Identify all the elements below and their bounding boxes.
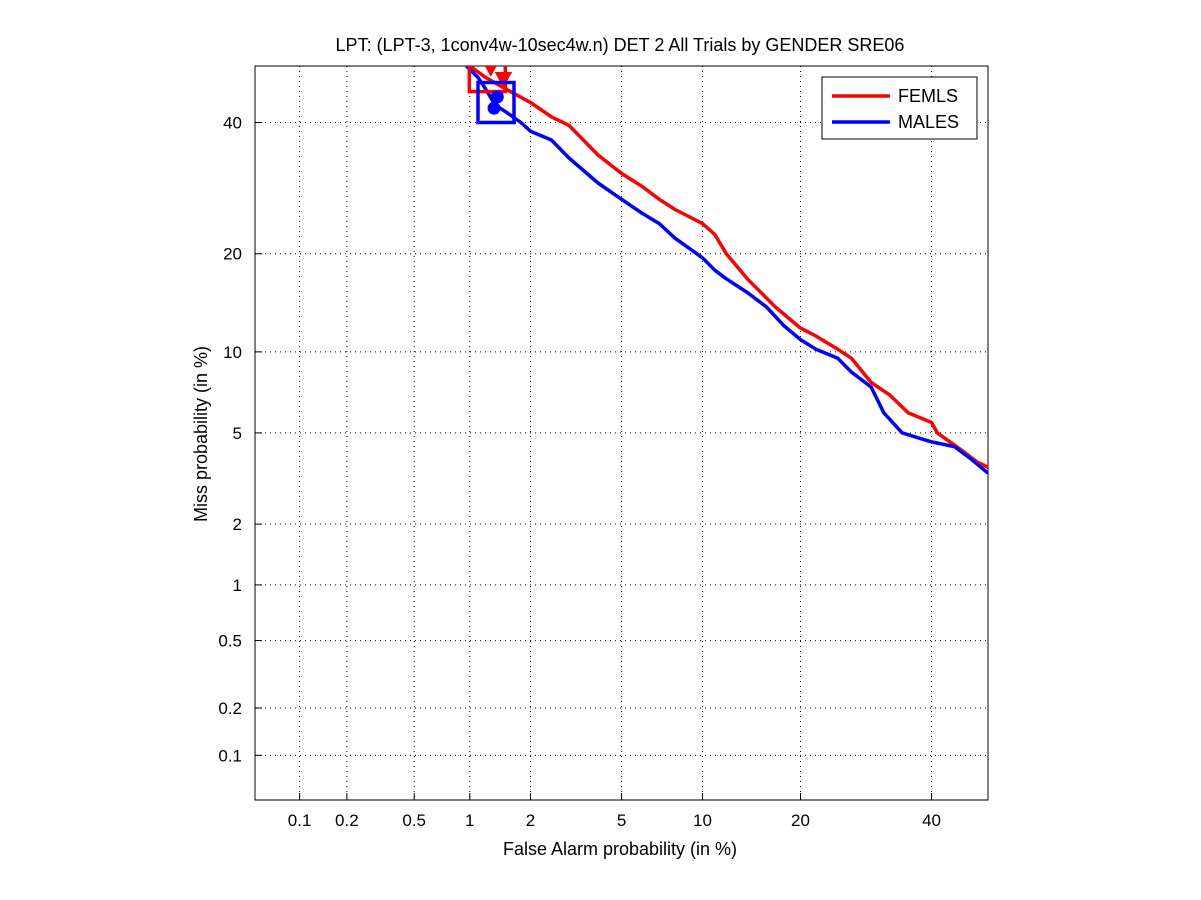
x-tick-label: 2	[526, 811, 535, 830]
operating-point-triangle	[484, 66, 497, 77]
series-line-males	[465, 66, 988, 475]
operating-point-markers	[467, 66, 516, 125]
y-tick-label: 1	[233, 576, 242, 595]
legend-box	[821, 76, 978, 140]
y-tick-label: 0.1	[218, 746, 242, 765]
operating-point-circle	[487, 101, 501, 115]
grid	[255, 66, 988, 800]
legend: FEMLS MALES	[821, 76, 978, 140]
x-tick-label: 1	[465, 811, 474, 830]
y-tick-label: 40	[223, 114, 242, 133]
legend-label-males: MALES	[898, 112, 959, 132]
x-tick-label: 5	[617, 811, 626, 830]
operating-point-box	[476, 80, 516, 125]
x-tick-label: 40	[922, 811, 941, 830]
chart-title: LPT: (LPT-3, 1conv4w-10sec4w.n) DET 2 Al…	[336, 35, 905, 55]
series-lines	[465, 66, 988, 475]
y-axis-label: Miss probability (in %)	[191, 346, 211, 522]
y-tick-label: 10	[223, 343, 242, 362]
x-tick-label: 0.2	[335, 811, 359, 830]
y-tick-label: 0.2	[218, 699, 242, 718]
plot-frame	[254, 65, 989, 801]
tick-labels: 0.1 0.2 0.5 1 2 5 10 20 40 0.1 0.2 0.5 1 2 5 10 20 40	[218, 114, 941, 830]
legend-label-femls: FEMLS	[898, 86, 958, 106]
y-tick-label: 0.5	[218, 632, 242, 651]
x-tick-label: 0.1	[288, 811, 312, 830]
x-axis-label: False Alarm probability (in %)	[503, 839, 737, 859]
y-tick-label: 2	[233, 515, 242, 534]
y-tick-label: 20	[223, 245, 242, 264]
series-line-femls	[468, 66, 988, 469]
operating-point-circle	[490, 90, 504, 104]
x-tick-label: 0.5	[402, 811, 426, 830]
operating-point-box	[467, 66, 508, 94]
x-tick-label: 20	[791, 811, 810, 830]
y-tick-label: 5	[233, 424, 242, 443]
x-tick-label: 10	[693, 811, 712, 830]
